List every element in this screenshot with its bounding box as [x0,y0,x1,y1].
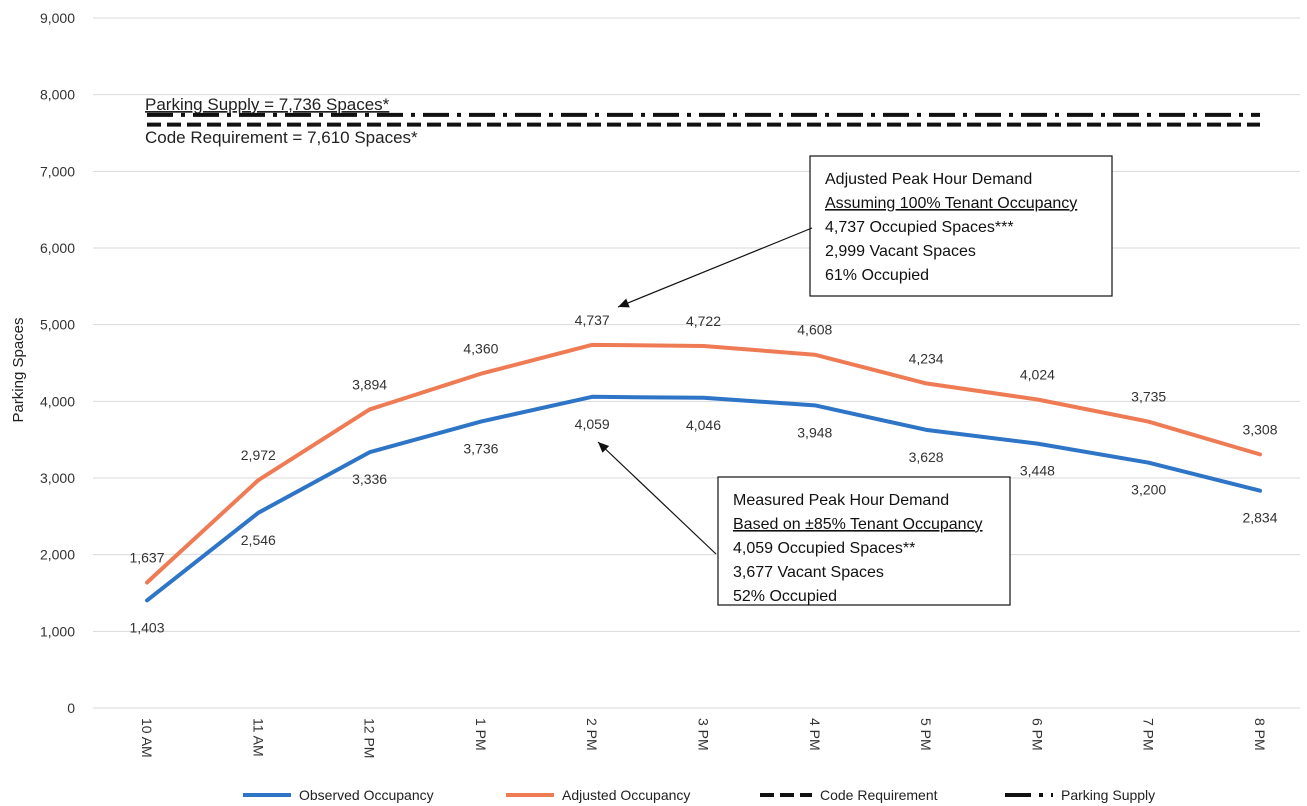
code-requirement-label: Code Requirement = 7,610 Spaces* [145,128,418,147]
observed-data-label: 3,448 [1020,463,1055,479]
observed-data-label: 3,736 [463,441,498,457]
observed-occupancy-line [145,394,1262,603]
adjusted-data-label: 4,737 [575,312,610,328]
x-tick-label: 5 PM [918,718,934,751]
x-tick-label: 11 AM [250,718,266,757]
annotation-line: 52% Occupied [733,588,837,605]
annotation-frame [809,155,1113,297]
legend-item-parking-supply: Parking Supply [1005,787,1155,803]
annotation-arrow [617,227,813,308]
x-tick-label: 7 PM [1141,718,1157,751]
legend-label: Adjusted Occupancy [562,787,690,803]
adjusted-data-label: 4,024 [1020,366,1055,382]
legend-item-observed-occupancy: Observed Occupancy [243,787,434,803]
legend-label: Parking Supply [1061,787,1155,803]
y-tick-label: 5,000 [40,317,75,333]
annotation-line: Assuming 100% Tenant Occupancy [825,195,1077,212]
y-tick-label: 2,000 [40,547,75,563]
legend-label: Observed Occupancy [299,787,434,803]
observed-data-label: 3,200 [1131,482,1166,498]
y-axis-ticks: 0 1,000 2,000 3,000 4,000 5,000 6,000 7,000 8,00… [40,10,75,716]
annotation-box-measured: Measured Peak Hour Demand Based on ±85% T… [597,441,1011,606]
observed-data-label: 3,948 [797,424,832,440]
annotation-line: 61% Occupied [825,267,929,284]
observed-data-label: 3,336 [352,471,387,487]
y-tick-label: 6,000 [40,240,75,256]
parking-supply-label: Parking Supply = 7,736 Spaces* [145,95,390,114]
annotation-arrow [597,441,717,555]
observed-data-label: 2,834 [1242,510,1277,526]
x-tick-label: 4 PM [807,718,823,751]
legend-label: Code Requirement [820,787,938,803]
adjusted-data-label: 1,637 [129,549,164,565]
adjusted-data-label: 2,972 [241,447,276,463]
x-tick-label: 6 PM [1029,718,1045,751]
annotation-line: Adjusted Peak Hour Demand [825,171,1032,188]
x-tick-label: 12 PM [362,718,378,758]
legend: Observed Occupancy Adjusted Occupancy Code… [243,787,1155,803]
adjusted-occupancy-line [145,342,1262,585]
y-axis-title: Parking Spaces [10,317,27,422]
x-tick-label: 2 PM [584,718,600,751]
x-tick-label: 8 PM [1252,718,1268,751]
adjusted-data-label: 4,722 [686,313,721,329]
y-tick-label: 1,000 [40,623,75,639]
annotation-box-adjusted: Adjusted Peak Hour Demand Assuming 100% T… [617,155,1113,308]
y-tick-label: 0 [67,700,75,716]
annotation-line: 2,999 Vacant Spaces [825,243,976,260]
y-tick-label: 3,000 [40,470,75,486]
x-tick-label: 3 PM [696,718,712,751]
adjusted-data-label: 3,308 [1242,421,1277,437]
adjusted-data-label: 4,234 [909,350,944,366]
observed-data-label: 4,059 [575,416,610,432]
annotations: Adjusted Peak Hour Demand Assuming 100% T… [597,155,1113,606]
x-tick-label: 10 AM [139,718,155,758]
y-tick-label: 4,000 [40,393,75,409]
x-axis-ticks: 10 AM 11 AM 12 PM 1 PM 2 PM 3 PM 4 PM 5 PM 6 PM 7… [139,718,1268,758]
annotation-line: Measured Peak Hour Demand [733,492,949,509]
annotation-line: 4,737 Occupied Spaces*** [825,219,1014,236]
adjusted-data-label: 4,360 [463,341,498,357]
annotation-line: Based on ±85% Tenant Occupancy [733,516,983,533]
annotation-frame [717,476,1011,606]
y-tick-label: 8,000 [40,87,75,103]
adjusted-data-label: 3,735 [1131,389,1166,405]
legend-item-adjusted-occupancy: Adjusted Occupancy [506,787,690,803]
observed-data-label: 3,628 [909,449,944,465]
series-lines [145,342,1262,603]
reference-lines: Parking Supply = 7,736 Spaces* Code Requi… [145,95,1260,147]
legend-item-code-requirement: Code Requirement [760,787,938,803]
annotation-line: 3,677 Vacant Spaces [733,564,884,581]
gridlines [93,17,1300,709]
y-tick-label: 7,000 [40,163,75,179]
y-tick-label: 9,000 [40,10,75,26]
data-labels: 1,403 2,546 3,336 3,736 4,059 4,046 3,948 3,628… [129,312,1277,636]
adjusted-data-label: 3,894 [352,376,387,392]
observed-data-label: 4,046 [686,417,721,433]
adjusted-data-label: 4,608 [797,322,832,338]
annotation-line: 4,059 Occupied Spaces** [733,540,915,557]
observed-data-label: 1,403 [129,619,164,635]
observed-data-label: 2,546 [241,532,276,548]
x-tick-label: 1 PM [473,718,489,751]
